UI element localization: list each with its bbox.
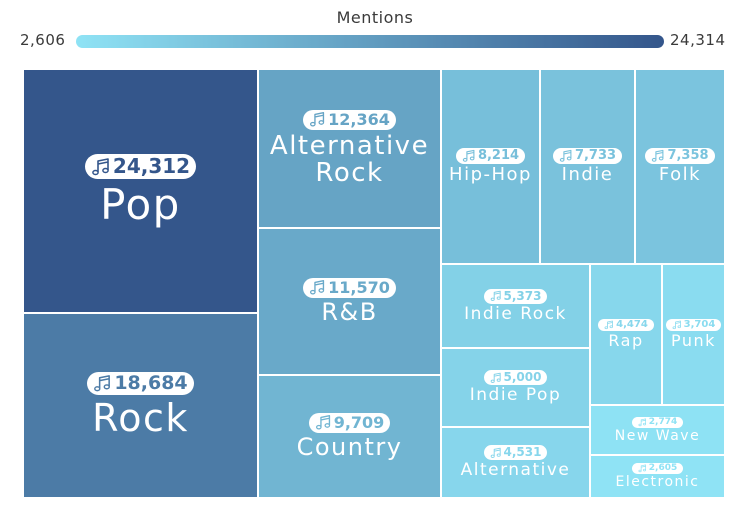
category-label: Folk xyxy=(658,164,702,186)
treemap-tile[interactable]: 18,684 Rock xyxy=(23,313,258,498)
category-label: Indie Pop xyxy=(469,385,562,406)
music-note-icon xyxy=(94,375,111,392)
treemap-tile[interactable]: 9,709 Country xyxy=(258,375,441,498)
value-label: 4,474 xyxy=(616,318,648,330)
value-badge: 7,733 xyxy=(552,147,623,165)
value-badge: 4,474 xyxy=(598,318,654,332)
value-label: 2,774 xyxy=(648,416,678,427)
value-badge: 9,709 xyxy=(308,412,391,433)
value-badge: 11,570 xyxy=(303,277,396,298)
value-label: 7,733 xyxy=(574,147,617,163)
color-legend: Mentions 2,606 24,314 xyxy=(0,0,750,60)
category-label: Country xyxy=(296,432,403,461)
category-label: Pop xyxy=(100,180,181,230)
treemap-tile[interactable]: 4,474 Rap xyxy=(590,264,662,405)
value-label: 11,570 xyxy=(328,277,390,297)
value-badge: 2,605 xyxy=(631,463,684,475)
value-badge: 2,774 xyxy=(631,416,684,428)
treemap-tile[interactable]: 2,774 New Wave xyxy=(590,405,725,455)
music-note-icon xyxy=(604,320,614,330)
music-note-icon xyxy=(315,415,330,430)
category-label: Rock xyxy=(92,396,189,441)
legend-min-label: 2,606 xyxy=(20,31,66,49)
treemap-tile[interactable]: 12,364 Alternative Rock xyxy=(258,69,441,228)
music-note-icon xyxy=(490,372,501,383)
value-label: 8,214 xyxy=(477,147,520,163)
treemap-tile[interactable]: 2,605 Electronic xyxy=(590,455,725,498)
value-label: 4,531 xyxy=(503,445,542,460)
value-label: 18,684 xyxy=(114,371,188,394)
category-label: New Wave xyxy=(614,427,701,444)
legend-gradient-bar xyxy=(76,35,664,48)
value-badge: 3,704 xyxy=(665,318,722,332)
value-badge: 24,312 xyxy=(84,154,197,180)
value-label: 9,709 xyxy=(333,412,385,432)
value-label: 5,000 xyxy=(503,370,542,385)
value-label: 3,704 xyxy=(683,318,716,330)
music-note-icon xyxy=(92,158,109,176)
treemap-tile[interactable]: 8,214 Hip-Hop xyxy=(441,69,540,264)
category-label: Electronic xyxy=(615,474,700,491)
music-note-icon xyxy=(559,149,572,162)
value-badge: 8,214 xyxy=(455,147,526,165)
value-badge: 7,358 xyxy=(645,147,715,165)
music-note-icon xyxy=(490,447,501,458)
value-badge: 12,364 xyxy=(303,109,396,130)
legend-max-label: 24,314 xyxy=(670,31,726,49)
legend-title: Mentions xyxy=(336,8,414,27)
category-label: Indie xyxy=(561,164,614,186)
music-note-icon xyxy=(462,149,475,162)
value-badge: 4,531 xyxy=(483,445,548,461)
treemap-tile[interactable]: 3,704 Punk xyxy=(662,264,725,405)
music-note-icon xyxy=(638,418,646,426)
treemap-tile[interactable]: 7,733 Indie xyxy=(540,69,635,264)
treemap-tile[interactable]: 7,358 Folk xyxy=(635,69,725,264)
treemap-tile[interactable]: 5,000 Indie Pop xyxy=(441,348,590,427)
value-badge: 18,684 xyxy=(87,371,194,396)
music-note-icon xyxy=(672,320,681,330)
value-badge: 5,373 xyxy=(483,288,548,304)
category-label: Alternative xyxy=(460,460,571,481)
treemap-tile[interactable]: 24,312 Pop xyxy=(23,69,258,313)
music-note-icon xyxy=(310,280,325,295)
value-label: 5,373 xyxy=(503,288,542,303)
treemap-tile[interactable]: 5,373 Indie Rock xyxy=(441,264,590,348)
category-label: Alternative Rock xyxy=(269,130,430,188)
category-label: Indie Rock xyxy=(464,303,567,324)
treemap-tile[interactable]: 11,570 R&B xyxy=(258,228,441,375)
value-label: 24,312 xyxy=(112,154,191,179)
category-label: R&B xyxy=(321,297,378,326)
category-label: Hip-Hop xyxy=(449,164,532,186)
music-note-icon xyxy=(310,112,325,127)
music-note-icon xyxy=(638,464,646,473)
category-label: Rap xyxy=(608,331,644,351)
treemap-tile[interactable]: 4,531 Alternative xyxy=(441,427,590,498)
value-label: 2,605 xyxy=(648,463,678,474)
value-label: 12,364 xyxy=(328,109,390,129)
music-note-icon xyxy=(490,290,501,302)
music-note-icon xyxy=(652,149,664,162)
value-label: 7,358 xyxy=(667,147,709,163)
value-badge: 5,000 xyxy=(483,370,548,386)
category-label: Punk xyxy=(671,331,716,351)
